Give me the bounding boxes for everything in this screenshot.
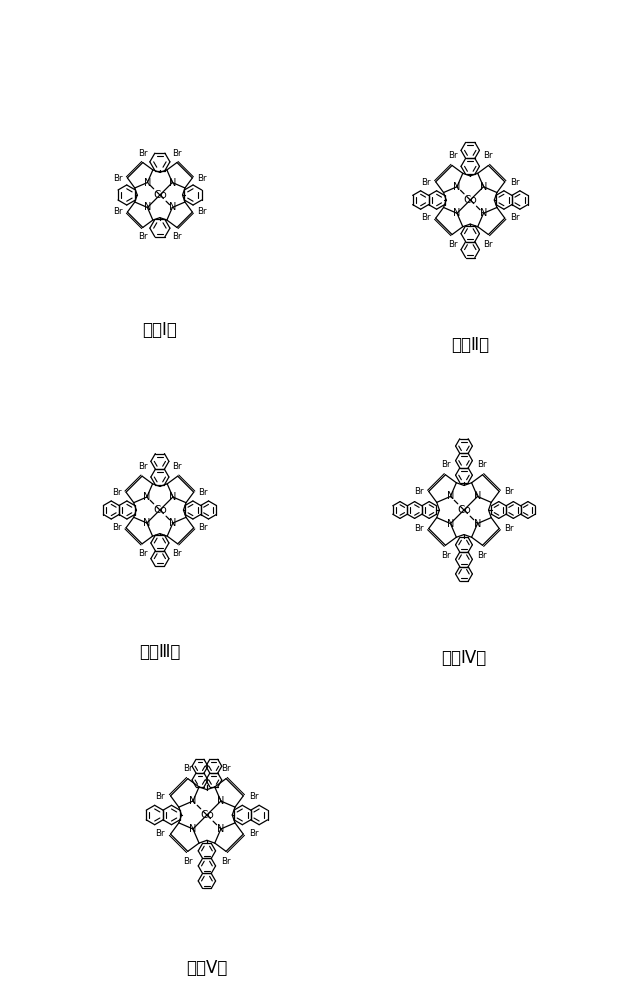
Text: Br: Br <box>197 174 206 183</box>
Text: N: N <box>453 182 461 192</box>
Text: Br: Br <box>183 764 193 773</box>
Text: N: N <box>480 182 487 192</box>
Text: N: N <box>169 202 176 212</box>
Text: N: N <box>143 518 150 528</box>
Text: Br: Br <box>199 523 208 532</box>
Text: Br: Br <box>477 460 487 469</box>
Text: N: N <box>143 492 150 502</box>
Text: Br: Br <box>113 174 123 183</box>
Text: Br: Br <box>221 857 231 866</box>
Text: Br: Br <box>138 549 147 558</box>
Text: Br: Br <box>155 829 165 838</box>
Text: Br: Br <box>441 551 451 560</box>
Text: Br: Br <box>113 207 123 216</box>
Text: 式（Ⅴ）: 式（Ⅴ） <box>186 959 228 977</box>
Text: Br: Br <box>483 240 493 249</box>
Text: Br: Br <box>138 462 147 471</box>
Text: Co: Co <box>153 505 167 515</box>
Text: N: N <box>144 178 151 188</box>
Text: Br: Br <box>510 178 519 187</box>
Text: Br: Br <box>414 487 424 496</box>
Text: N: N <box>189 824 197 834</box>
Text: N: N <box>447 519 454 529</box>
Text: Br: Br <box>441 460 451 469</box>
Text: Br: Br <box>172 462 182 471</box>
Text: Br: Br <box>249 792 258 801</box>
Text: N: N <box>217 796 224 806</box>
Text: N: N <box>447 491 454 501</box>
Text: Br: Br <box>139 232 148 241</box>
Text: N: N <box>169 492 177 502</box>
Text: Co: Co <box>463 195 477 205</box>
Text: Br: Br <box>112 488 121 497</box>
Text: Br: Br <box>172 149 181 158</box>
Text: 式（Ⅳ）: 式（Ⅳ） <box>441 649 487 667</box>
Text: Br: Br <box>197 207 206 216</box>
Text: Br: Br <box>249 829 258 838</box>
Text: 式（Ⅲ）: 式（Ⅲ） <box>139 643 181 661</box>
Text: Br: Br <box>448 151 457 160</box>
Text: N: N <box>474 519 481 529</box>
Text: Br: Br <box>421 213 431 222</box>
Text: Br: Br <box>477 551 487 560</box>
Text: Br: Br <box>504 487 514 496</box>
Text: N: N <box>169 178 176 188</box>
Text: Br: Br <box>448 240 457 249</box>
Text: Br: Br <box>139 149 148 158</box>
Text: Br: Br <box>183 857 193 866</box>
Text: Br: Br <box>221 764 231 773</box>
Text: Br: Br <box>172 232 181 241</box>
Text: N: N <box>474 491 481 501</box>
Text: N: N <box>169 518 177 528</box>
Text: Br: Br <box>414 524 424 533</box>
Text: Co: Co <box>153 190 167 200</box>
Text: Br: Br <box>155 792 165 801</box>
Text: Co: Co <box>200 810 214 820</box>
Text: Br: Br <box>199 488 208 497</box>
Text: N: N <box>189 796 197 806</box>
Text: Br: Br <box>504 524 514 533</box>
Text: N: N <box>453 208 461 218</box>
Text: Br: Br <box>510 213 519 222</box>
Text: N: N <box>480 208 487 218</box>
Text: Br: Br <box>421 178 431 187</box>
Text: Br: Br <box>112 523 121 532</box>
Text: N: N <box>144 202 151 212</box>
Text: Co: Co <box>457 505 471 515</box>
Text: Br: Br <box>483 151 493 160</box>
Text: N: N <box>217 824 224 834</box>
Text: 式（Ⅰ）: 式（Ⅰ） <box>142 321 177 339</box>
Text: 式（Ⅱ）: 式（Ⅱ） <box>451 336 489 354</box>
Text: Br: Br <box>172 549 182 558</box>
